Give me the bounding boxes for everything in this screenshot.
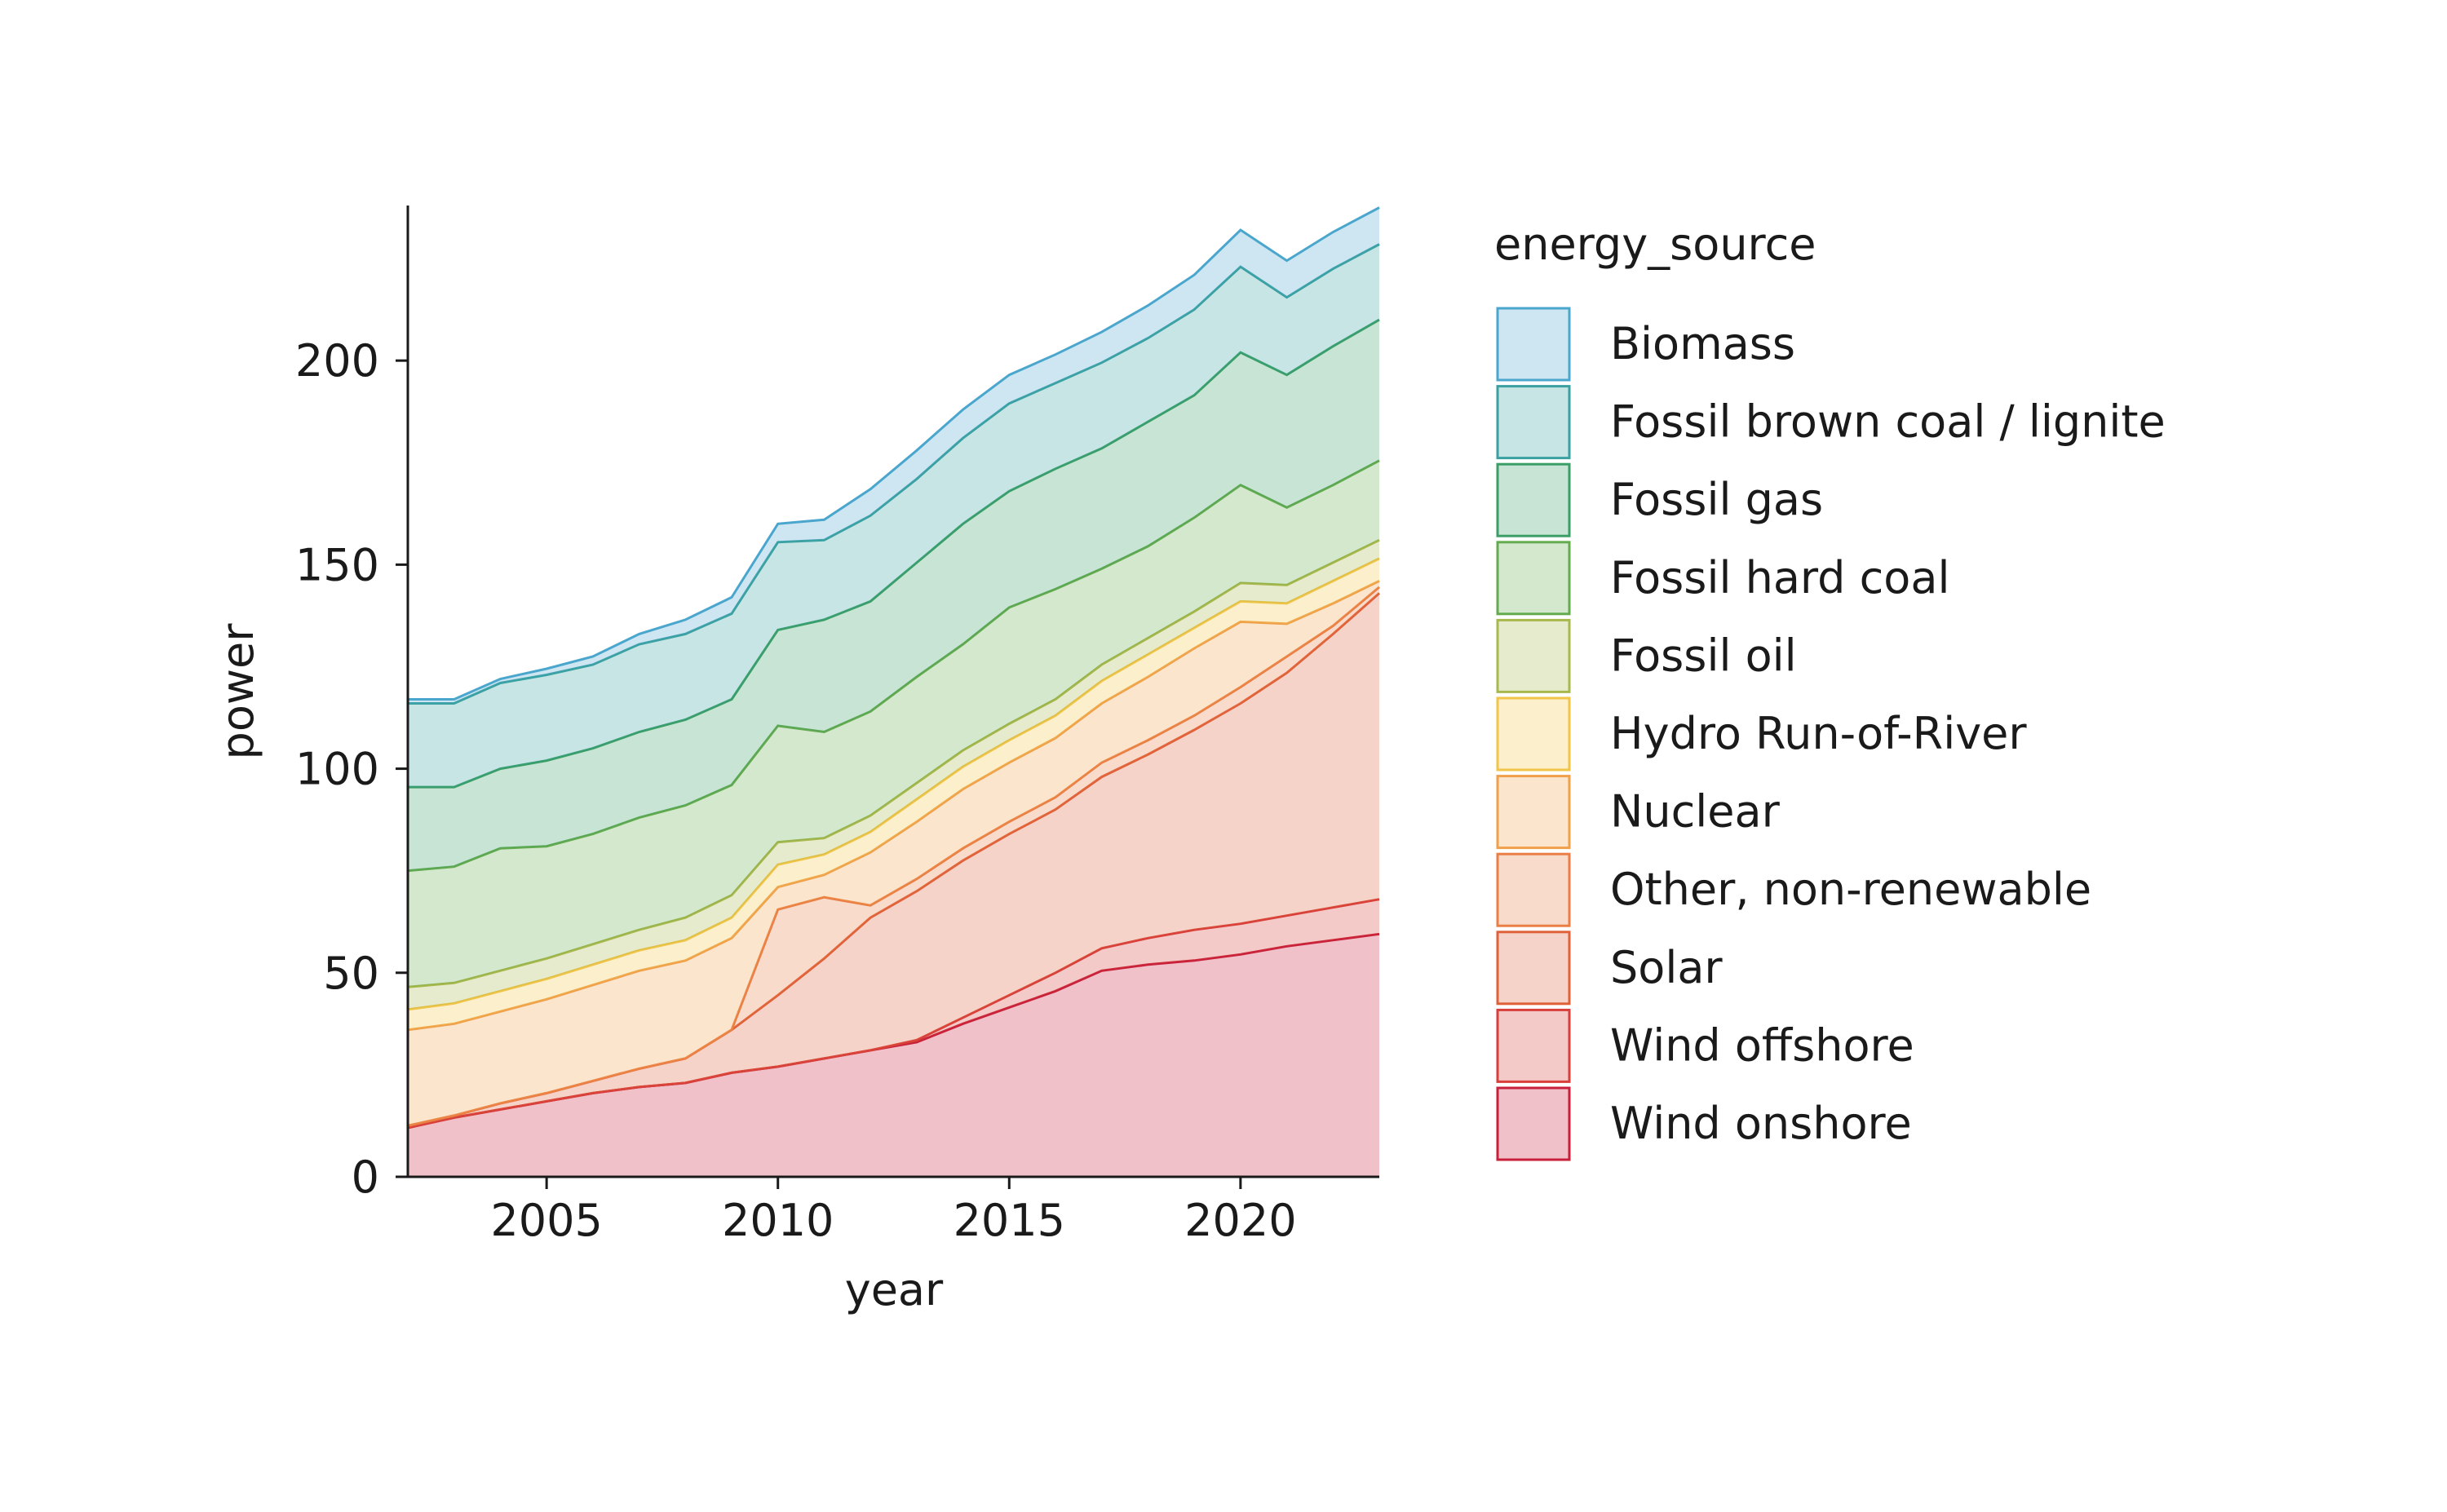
legend-item-solar: Solar	[1496, 931, 1723, 1006]
area-fossil-brown-coal-lignite	[408, 244, 1379, 788]
y-tick-label: 100	[295, 744, 379, 795]
legend-swatch	[1496, 931, 1571, 1006]
legend-label: Hydro Run-of-River	[1610, 708, 2027, 759]
area-fossil-gas	[408, 320, 1379, 871]
axes: 0 50 100 150 200 2005 2010 2015 2020 year power	[212, 206, 1379, 1315]
line-wind-offshore	[407, 898, 1380, 1130]
legend-label: Solar	[1610, 942, 1723, 993]
legend-swatch	[1496, 1086, 1571, 1161]
area-nuclear	[408, 581, 1379, 1126]
y-axis-label: power	[212, 623, 263, 760]
legend-item-wind-onshore: Wind onshore	[1496, 1086, 1912, 1161]
line-fossil-gas	[408, 318, 1380, 789]
y-tick-label: 200	[295, 335, 379, 387]
x-ticks: 2005 2010 2015 2020	[490, 1177, 1297, 1246]
legend-label: Fossil oil	[1610, 630, 1797, 681]
legend-swatch	[1496, 696, 1571, 771]
area-fossil-oil	[408, 540, 1379, 1010]
legend-label: Wind offshore	[1610, 1019, 1914, 1071]
line-other-non-renewable	[407, 586, 1380, 1127]
line-fossil-brown-coal-lignite	[408, 243, 1380, 705]
legend-item-hydro-run-of-river: Hydro Run-of-River	[1496, 696, 2027, 771]
y-tick-label: 50	[323, 948, 379, 999]
x-tick-label: 2005	[490, 1195, 602, 1246]
legend-label: Other, non-renewable	[1610, 864, 2091, 915]
legend-item-biomass: Biomass	[1496, 307, 1795, 382]
legend-label: Nuclear	[1610, 786, 1781, 838]
legend-swatch	[1496, 775, 1571, 850]
line-fossil-hard-coal	[407, 459, 1380, 873]
legend-label: Fossil brown coal / lignite	[1610, 396, 2166, 448]
area-wind-onshore	[408, 934, 1379, 1177]
area-solar	[408, 593, 1379, 1128]
x-tick-label: 2020	[1184, 1195, 1296, 1246]
legend-item-nuclear: Nuclear	[1496, 775, 1781, 850]
area-hydro-run-of-river	[408, 558, 1379, 1030]
legend-item-fossil-hard-coal: Fossil hard coal	[1496, 541, 1949, 616]
y-ticks: 0 50 100 150 200	[295, 335, 408, 1203]
legend-item-other-non-renewable: Other, non-renewable	[1496, 852, 2091, 927]
legend-label: Wind onshore	[1610, 1098, 1912, 1149]
legend-swatch	[1496, 307, 1571, 382]
legend-items: Biomass Fossil brown coal / lignite Fossil…	[1496, 307, 2166, 1161]
y-tick-label: 0	[352, 1152, 379, 1203]
x-axis-label: year	[845, 1264, 944, 1315]
x-tick-label: 2010	[722, 1195, 834, 1246]
x-tick-label: 2015	[954, 1195, 1065, 1246]
legend-swatch	[1496, 462, 1571, 537]
legend-item-fossil-oil: Fossil oil	[1496, 618, 1797, 693]
legend: energy_source Biomass Fossil brown coal /…	[1494, 219, 2166, 1161]
legend-item-fossil-gas: Fossil gas	[1496, 462, 1823, 537]
legend-label: Fossil gas	[1610, 474, 1823, 525]
legend-swatch	[1496, 541, 1571, 616]
legend-swatch	[1496, 852, 1571, 927]
line-biomass	[408, 206, 1380, 701]
legend-swatch	[1496, 618, 1571, 693]
line-nuclear	[407, 580, 1380, 1032]
y-tick-label: 150	[295, 539, 379, 590]
legend-swatch	[1496, 1008, 1571, 1083]
legend-item-fossil-brown-coal-lignite: Fossil brown coal / lignite	[1496, 385, 2166, 460]
area-wind-offshore	[408, 899, 1379, 1128]
legend-swatch	[1496, 385, 1571, 460]
legend-title: energy_source	[1494, 219, 1816, 270]
legend-label: Biomass	[1610, 318, 1795, 369]
legend-label: Fossil hard coal	[1610, 552, 1949, 603]
line-hydro-run-of-river	[407, 557, 1380, 1011]
area-biomass	[408, 207, 1379, 704]
legend-item-wind-offshore: Wind offshore	[1496, 1008, 1914, 1083]
area-layers	[407, 206, 1380, 1177]
area-fossil-hard-coal	[408, 460, 1379, 988]
line-fossil-oil	[407, 538, 1380, 988]
